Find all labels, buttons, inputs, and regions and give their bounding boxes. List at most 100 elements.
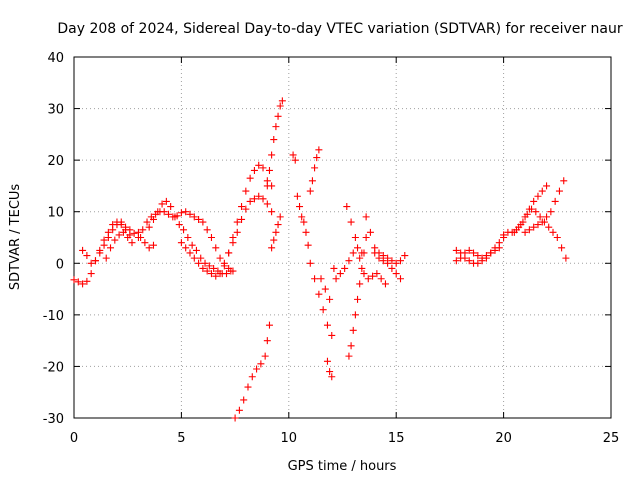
data-point — [308, 177, 316, 185]
data-point — [354, 244, 362, 252]
data-series — [70, 97, 570, 422]
series-arc-d — [134, 208, 237, 275]
data-point — [375, 249, 383, 257]
data-point — [521, 228, 529, 236]
data-point — [87, 270, 95, 278]
data-point — [323, 357, 331, 365]
data-point — [74, 278, 82, 286]
data-point — [452, 257, 460, 265]
data-point — [534, 221, 542, 229]
data-point — [261, 352, 269, 360]
x-tick-label: 10 — [281, 431, 298, 446]
data-point — [470, 249, 478, 257]
series-arc-e — [145, 197, 235, 278]
data-point — [122, 223, 130, 231]
data-point — [482, 252, 490, 260]
data-point — [124, 234, 132, 241]
data-point — [145, 244, 153, 252]
data-point — [291, 156, 299, 164]
data-point — [175, 221, 183, 229]
data-point — [216, 270, 224, 278]
data-point — [197, 254, 205, 262]
data-point — [143, 218, 151, 226]
data-point — [154, 208, 162, 216]
data-point — [369, 272, 377, 280]
data-point — [70, 276, 78, 284]
data-point — [515, 223, 523, 231]
data-point — [543, 213, 551, 221]
x-tick-label: 15 — [388, 431, 405, 446]
data-point — [270, 236, 278, 244]
data-point — [349, 249, 357, 257]
data-point — [79, 246, 87, 254]
data-point — [491, 246, 499, 254]
data-point — [130, 229, 138, 237]
data-point — [302, 228, 310, 236]
x-tick-label: 5 — [177, 431, 185, 446]
data-point — [300, 218, 308, 226]
data-point — [192, 246, 200, 254]
data-point — [250, 166, 258, 174]
data-point — [96, 249, 104, 257]
data-point — [558, 244, 566, 252]
data-point — [345, 257, 353, 265]
series-arc-s — [343, 203, 389, 288]
data-point — [321, 285, 329, 293]
data-point — [149, 241, 157, 249]
data-point — [253, 365, 261, 373]
series-arc-i — [263, 97, 286, 190]
data-point — [278, 97, 286, 105]
data-point — [461, 249, 469, 257]
data-point — [199, 218, 207, 226]
data-point — [465, 257, 473, 265]
data-point — [543, 182, 551, 190]
data-point — [240, 396, 248, 404]
data-point — [162, 197, 170, 205]
x-tick-label: 0 — [70, 431, 78, 446]
data-point — [126, 226, 134, 234]
series-arc-n — [306, 259, 336, 339]
data-point — [79, 280, 87, 288]
data-point — [478, 254, 486, 262]
series-arc-a — [70, 218, 142, 288]
data-point — [165, 210, 173, 218]
data-point — [115, 231, 123, 239]
series-arc-b — [79, 218, 134, 267]
data-point — [263, 182, 271, 190]
data-point — [323, 321, 331, 329]
data-point — [349, 326, 357, 334]
data-point — [167, 203, 175, 211]
data-point — [220, 259, 228, 267]
series-arc-l — [289, 151, 312, 249]
data-point — [538, 218, 546, 226]
data-point — [326, 295, 334, 303]
series-arc-w — [452, 244, 503, 265]
data-point — [360, 249, 368, 257]
data-point — [457, 254, 465, 262]
data-point — [495, 244, 503, 252]
data-point — [244, 383, 252, 391]
series-arc-y — [510, 205, 570, 262]
data-point — [274, 221, 282, 229]
data-point — [263, 200, 271, 208]
series-arc-p — [317, 264, 338, 303]
data-point — [272, 228, 280, 236]
data-point — [341, 264, 349, 272]
data-point — [212, 272, 220, 280]
data-point — [534, 192, 542, 200]
data-point — [560, 177, 568, 185]
data-point — [225, 249, 233, 257]
data-point — [149, 215, 157, 223]
data-point — [530, 197, 538, 205]
data-point — [474, 252, 482, 260]
data-point — [317, 275, 325, 283]
y-tick-label: 10 — [47, 206, 64, 221]
data-point — [377, 275, 385, 283]
data-point — [536, 213, 544, 221]
data-point — [87, 259, 95, 267]
data-point — [553, 234, 561, 241]
data-point — [190, 213, 198, 221]
data-point — [158, 200, 166, 208]
series-arc-u — [371, 249, 409, 267]
